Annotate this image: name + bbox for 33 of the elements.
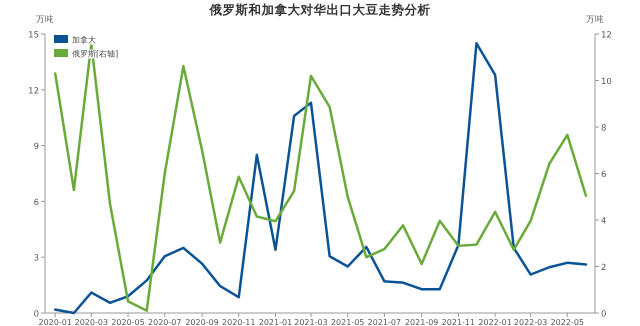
y-tick-label: 15 — [28, 30, 39, 40]
y2-axis-title: 万吨 — [586, 14, 604, 25]
y-tick-label: 0 — [34, 310, 39, 320]
x-tick-label: 2021-03 — [294, 318, 328, 326]
y-tick-label: 12 — [28, 86, 39, 96]
x-tick-label: 2021-07 — [368, 318, 402, 326]
y2-tick-label: 2 — [601, 263, 606, 273]
x-tick-label: 2022-05 — [550, 318, 584, 326]
x-tick-label: 2020-03 — [74, 318, 108, 326]
x-tick-label: 2022-01 — [478, 318, 512, 326]
y2-tick-label: 6 — [601, 170, 606, 180]
x-tick-label: 2022-03 — [514, 318, 548, 326]
x-tick-label: 2020-01 — [38, 318, 72, 326]
x-tick-label: 2021-09 — [404, 318, 438, 326]
x-tick-label: 2020-11 — [222, 318, 256, 326]
chart-title: 俄罗斯和加拿大对华出口大豆走势分析 — [208, 2, 430, 17]
y-tick-label: 3 — [34, 254, 39, 264]
legend-label: 俄罗斯[右轴] — [72, 50, 118, 58]
y2-tick-label: 8 — [601, 124, 606, 134]
y2-tick-label: 0 — [601, 310, 606, 320]
x-tick-label: 2020-07 — [148, 318, 182, 326]
y2-tick-label: 4 — [601, 216, 606, 226]
y-axis-title: 万吨 — [36, 14, 54, 25]
y-tick-label: 9 — [34, 142, 39, 152]
y-tick-label: 6 — [34, 198, 39, 208]
x-tick-label: 2020-05 — [111, 318, 145, 326]
y2-tick-label: 10 — [601, 77, 612, 87]
legend-label: 加拿大 — [72, 36, 96, 44]
y2-tick-label: 12 — [601, 30, 612, 40]
x-tick-label: 2020-09 — [185, 318, 219, 326]
x-tick-label: 2021-01 — [258, 318, 292, 326]
x-tick-label: 2021-11 — [442, 318, 476, 326]
x-tick-label: 2021-05 — [330, 318, 364, 326]
